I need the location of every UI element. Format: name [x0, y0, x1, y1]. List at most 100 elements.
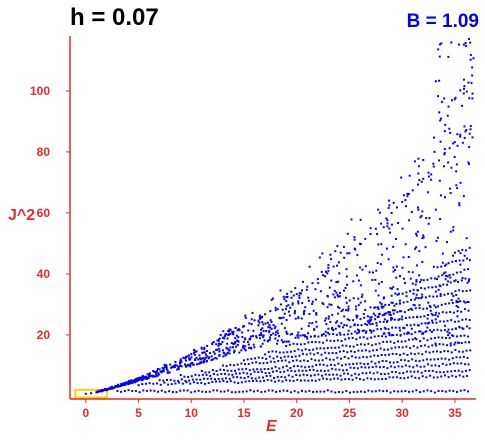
band-3-point: [331, 367, 334, 370]
band-7-point: [389, 340, 392, 343]
cloud-point: [244, 337, 247, 340]
band-1-point: [414, 376, 417, 379]
data-point-62: [411, 189, 414, 192]
cloud-point: [407, 192, 410, 195]
cloud-point: [238, 329, 241, 332]
cloud-point: [205, 360, 208, 363]
band-5-point: [435, 350, 438, 353]
band-5-point: [314, 359, 317, 362]
band-13-point: [401, 292, 404, 295]
band-11-point: [451, 301, 454, 304]
cloud-point: [177, 366, 180, 369]
cloud-point: [327, 266, 330, 269]
cloud-point: [177, 367, 180, 370]
band-3-point: [275, 369, 278, 372]
cloud-point: [426, 317, 429, 320]
cloud-point: [218, 337, 221, 340]
cloud-point: [103, 389, 106, 392]
band-1-point: [152, 382, 155, 385]
cloud-point: [467, 300, 470, 303]
cloud-point: [274, 309, 277, 312]
data-point-50: [348, 252, 351, 255]
band-8-point: [373, 335, 376, 338]
band-7-point: [437, 336, 440, 339]
band-3-point: [253, 370, 256, 373]
band-2-point: [298, 374, 301, 377]
band-5-point: [402, 352, 405, 355]
band-13-point: [420, 286, 423, 289]
tail-point: [443, 97, 446, 100]
cloud-point: [455, 170, 458, 173]
cloud-point: [415, 234, 418, 237]
band-0-point: [245, 390, 248, 393]
band-6-point: [409, 347, 412, 350]
band-14-point: [411, 282, 414, 285]
band-12-point: [465, 289, 468, 292]
band-12-point: [369, 306, 372, 309]
band-7-point: [326, 347, 329, 350]
tail-point: [446, 114, 449, 117]
cloud-point: [285, 340, 288, 343]
band-3-point: [220, 373, 223, 376]
band-3-point: [452, 362, 455, 365]
cloud-point: [377, 243, 380, 246]
cloud-point: [140, 378, 143, 381]
band-4-point: [304, 366, 307, 369]
data-point-28: [232, 330, 235, 333]
band-2-point: [332, 373, 335, 376]
band-3-point: [201, 373, 204, 376]
band-2-point: [398, 372, 401, 375]
cloud-point: [131, 381, 134, 384]
tail-point: [447, 105, 450, 108]
band-1-point: [381, 378, 384, 381]
tail-point: [447, 55, 450, 58]
band-4-point: [263, 368, 266, 371]
cloud-point: [320, 270, 323, 273]
cloud-point: [280, 339, 283, 342]
cloud-point: [268, 331, 271, 334]
cloud-point: [250, 323, 253, 326]
cloud-point: [248, 346, 251, 349]
band-7-point: [433, 336, 436, 339]
cloud-point: [218, 347, 221, 350]
cloud-point: [291, 332, 294, 335]
cloud-point: [329, 321, 332, 324]
band-2-point: [195, 378, 198, 381]
cloud-point: [283, 340, 286, 343]
band-1-point: [388, 376, 391, 379]
cloud-point: [435, 311, 438, 314]
x-tick-label-5: 5: [135, 406, 142, 420]
band-16-point: [461, 248, 464, 251]
band-7-point: [404, 340, 407, 343]
band-4-point: [237, 368, 240, 371]
cloud-point: [416, 230, 419, 233]
band-0-point: [441, 390, 444, 393]
band-6-point: [405, 345, 408, 348]
cloud-point: [255, 336, 258, 339]
data-point-64: [422, 177, 425, 180]
band-5-point: [269, 360, 272, 363]
cloud-point: [345, 275, 348, 278]
band-0-point: [408, 390, 411, 393]
band-1-point: [410, 375, 413, 378]
cloud-point: [381, 253, 384, 256]
cloud-point: [336, 320, 339, 323]
band-4-point: [315, 364, 318, 367]
cloud-point: [236, 343, 239, 346]
cloud-point: [430, 173, 433, 176]
cloud-point: [314, 288, 317, 291]
cloud-point: [444, 278, 447, 281]
cloud-point: [457, 306, 460, 309]
band-11-point: [366, 315, 369, 318]
band-2-point: [191, 378, 194, 381]
cloud-point: [356, 332, 359, 335]
cloud-point: [216, 348, 219, 351]
cloud-point: [448, 332, 451, 335]
cloud-point: [268, 329, 271, 332]
cloud-point: [326, 272, 329, 275]
cloud-point: [298, 296, 301, 299]
cloud-point: [338, 331, 341, 334]
cloud-point: [434, 208, 437, 211]
cloud-point: [327, 315, 330, 318]
band-5-point: [280, 359, 283, 362]
